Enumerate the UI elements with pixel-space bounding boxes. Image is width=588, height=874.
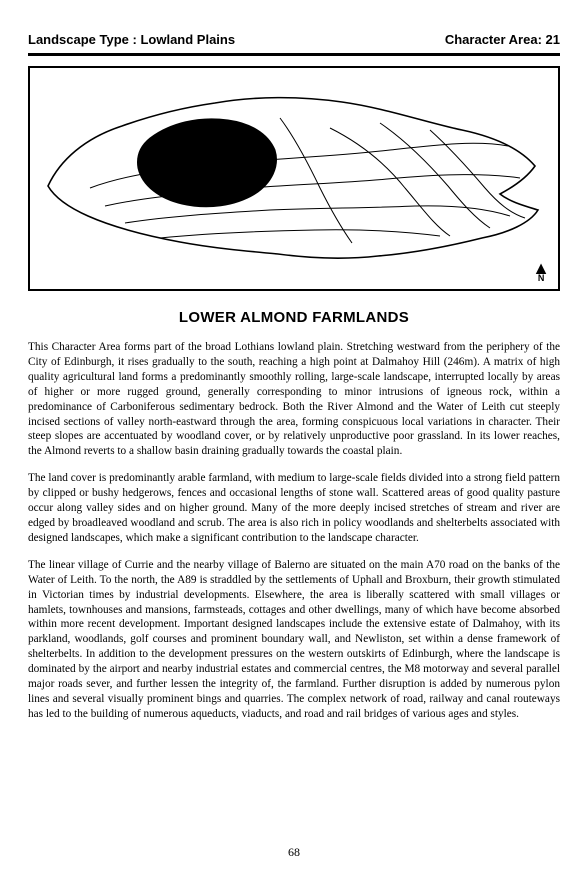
- map-line-4: [160, 230, 440, 238]
- landscape-type-value: Lowland Plains: [140, 32, 235, 47]
- document-page: Landscape Type : Lowland Plains Characte…: [0, 0, 588, 874]
- body-text: This Character Area forms part of the br…: [28, 340, 560, 722]
- character-area-value: 21: [546, 32, 560, 47]
- north-indicator: ▲ N: [532, 259, 550, 283]
- map-line-3: [125, 206, 510, 223]
- map-svg: [30, 68, 558, 289]
- paragraph-1: This Character Area forms part of the br…: [28, 340, 560, 459]
- paragraph-2: The land cover is predominantly arable f…: [28, 471, 560, 546]
- page-number: 68: [0, 845, 588, 860]
- map-line-8: [280, 118, 352, 243]
- paragraph-3: The linear village of Currie and the nea…: [28, 558, 560, 722]
- landscape-type-label: Landscape Type :: [28, 32, 137, 47]
- page-header: Landscape Type : Lowland Plains Characte…: [28, 32, 560, 47]
- area-title: LOWER ALMOND FARMLANDS: [28, 309, 560, 326]
- map-highlight-area: [138, 119, 277, 207]
- character-area-label: Character Area:: [445, 32, 542, 47]
- map-outline: [48, 98, 538, 259]
- locator-map: ▲ N: [28, 66, 560, 291]
- header-rule: [28, 53, 560, 56]
- north-label: N: [538, 273, 545, 283]
- header-left: Landscape Type : Lowland Plains: [28, 32, 235, 47]
- header-right: Character Area: 21: [445, 32, 560, 47]
